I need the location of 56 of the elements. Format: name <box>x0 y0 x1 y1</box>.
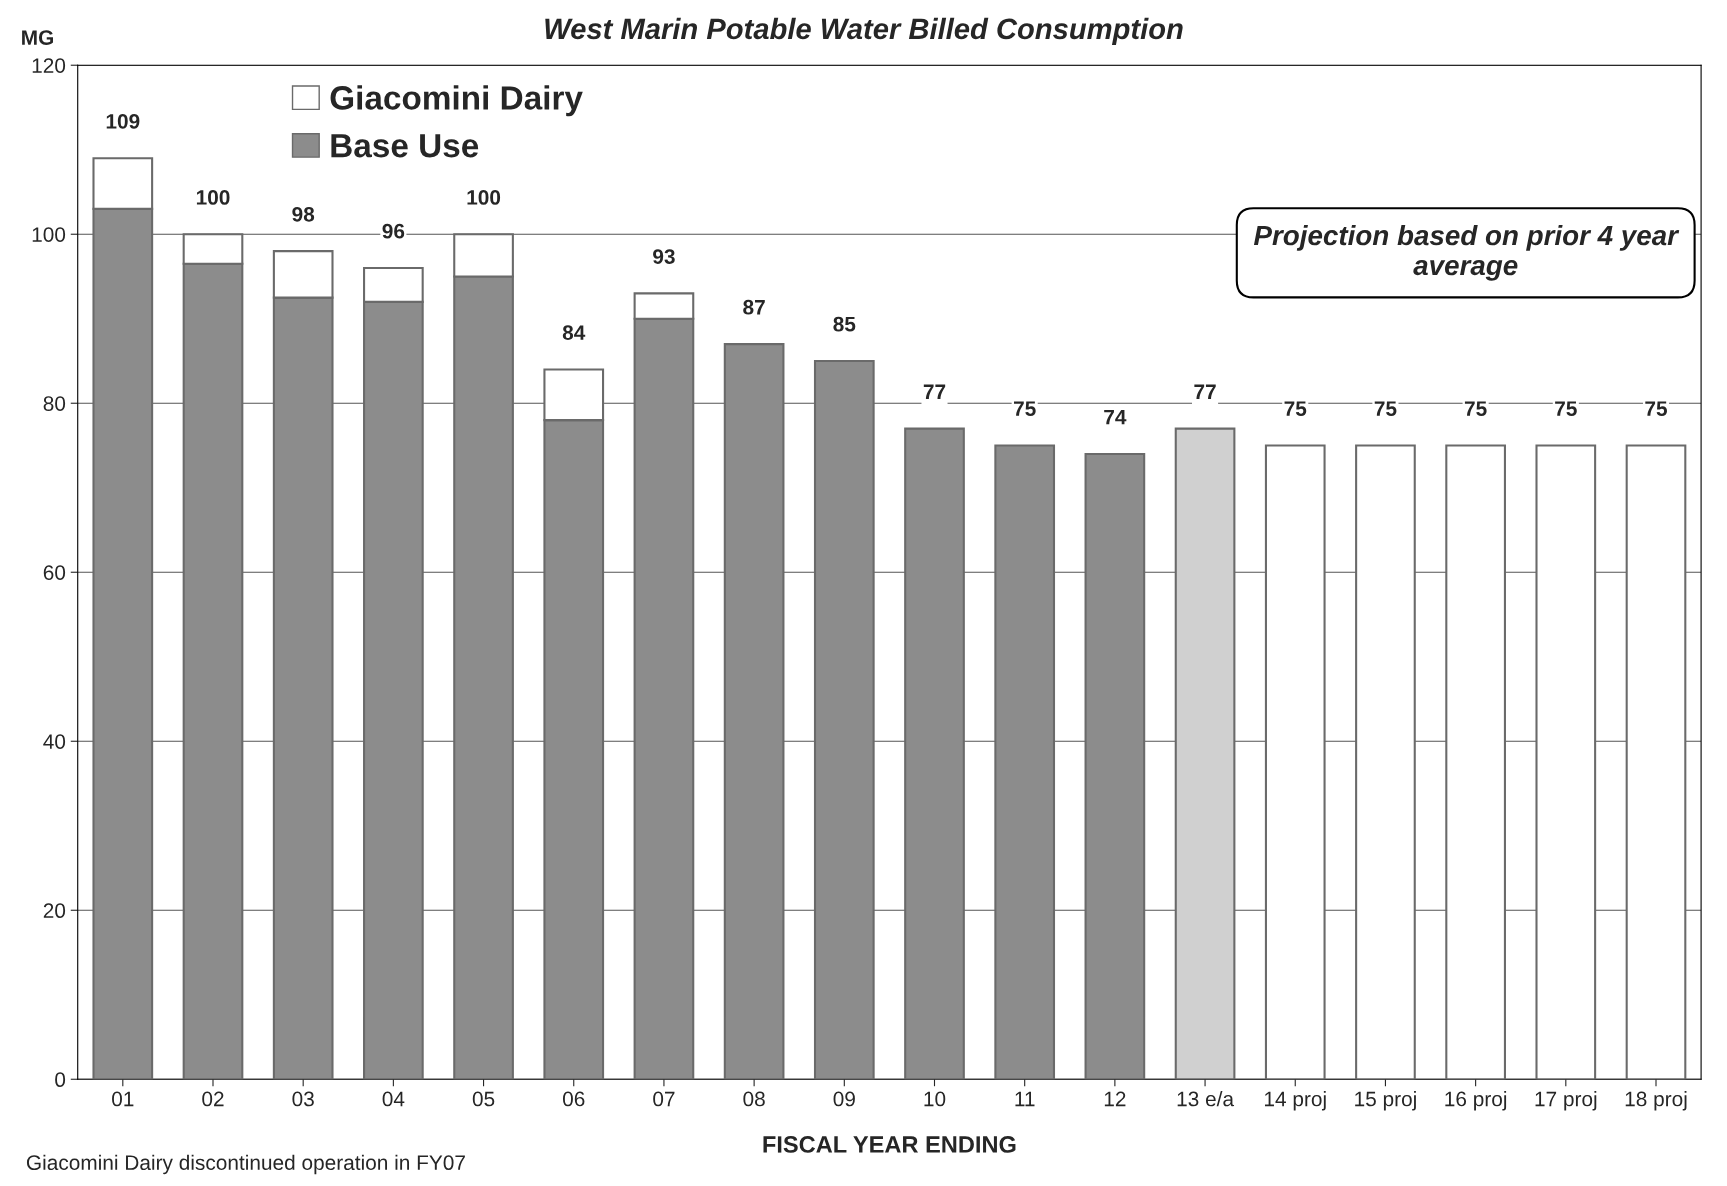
x-tick-label: 11 <box>1015 1091 1035 1107</box>
x-tick-label: 05 <box>472 1091 495 1107</box>
y-tick-label: 100 <box>32 227 66 242</box>
annotation: Projection based on prior 4 year average <box>1253 224 1680 281</box>
bar <box>994 444 1056 1080</box>
x-tick-label: 01 <box>112 1091 134 1107</box>
total-label: 75 <box>1464 401 1487 417</box>
x-tick-label: 13 e/a <box>1177 1091 1235 1107</box>
total-label: 84 <box>562 325 586 340</box>
x-tick-label: 02 <box>202 1091 224 1107</box>
total-label: 93 <box>653 249 675 264</box>
y-tick-label: 20 <box>43 903 66 919</box>
bar <box>904 427 965 1080</box>
x-tick-label: 16 proj <box>1445 1091 1507 1111</box>
legend-label: Giacomini Dairy <box>330 85 583 117</box>
x-tick-label: 08 <box>743 1091 765 1107</box>
x-tick-label: 04 <box>382 1091 405 1107</box>
total-label: 77 <box>1194 384 1216 399</box>
x-tick-label: 06 <box>562 1091 585 1107</box>
x-tick-label: 09 <box>833 1091 855 1107</box>
y-tick-label: 60 <box>43 565 66 580</box>
bar <box>723 343 785 1080</box>
y-tick-label: 120 <box>32 58 66 73</box>
total-label: 96 <box>382 223 405 239</box>
y-axis-title: MG <box>22 30 53 45</box>
legend-label: Base Use <box>331 134 479 158</box>
x-tick-label: 12 <box>1104 1091 1126 1107</box>
total-label: 87 <box>743 299 765 315</box>
y-tick-label: 40 <box>43 734 66 749</box>
y-tick-label: 0 <box>55 1072 66 1088</box>
chart-title: West Marin Potable Water Billed Consumption <box>545 17 1183 45</box>
text: Giacomini Dairy discontinued operation in FY07 <box>26 1154 465 1175</box>
total-label: 75 <box>1284 401 1307 417</box>
x-tick-label: 10 <box>924 1091 946 1107</box>
y-tick-label: 80 <box>43 396 66 411</box>
x-tick-label: 14 proj <box>1264 1091 1326 1111</box>
total-label: 98 <box>292 206 315 222</box>
x-tick-label: 07 <box>653 1091 675 1107</box>
total-label: 77 <box>923 384 946 399</box>
x-tick-label: 18 proj <box>1625 1091 1687 1111</box>
bar <box>813 359 875 1080</box>
total-label: 109 <box>106 113 140 129</box>
bar <box>1084 452 1146 1080</box>
x-tick-label: 03 <box>292 1091 314 1107</box>
bar <box>1174 427 1236 1080</box>
total-label: 75 <box>1374 401 1397 417</box>
total-label: 100 <box>467 190 501 205</box>
x-tick-label: 15 proj <box>1355 1091 1416 1111</box>
x-axis-title: FISCAL YEAR ENDING <box>763 1136 1016 1153</box>
total-label: 100 <box>196 190 230 205</box>
total-label: 75 <box>1555 401 1577 417</box>
total-label: 75 <box>1645 401 1668 417</box>
x-tick-label: 17 proj <box>1535 1091 1597 1111</box>
total-label: 75 <box>1014 401 1036 417</box>
total-label: 74 <box>1104 409 1127 425</box>
total-label: 85 <box>833 316 856 332</box>
